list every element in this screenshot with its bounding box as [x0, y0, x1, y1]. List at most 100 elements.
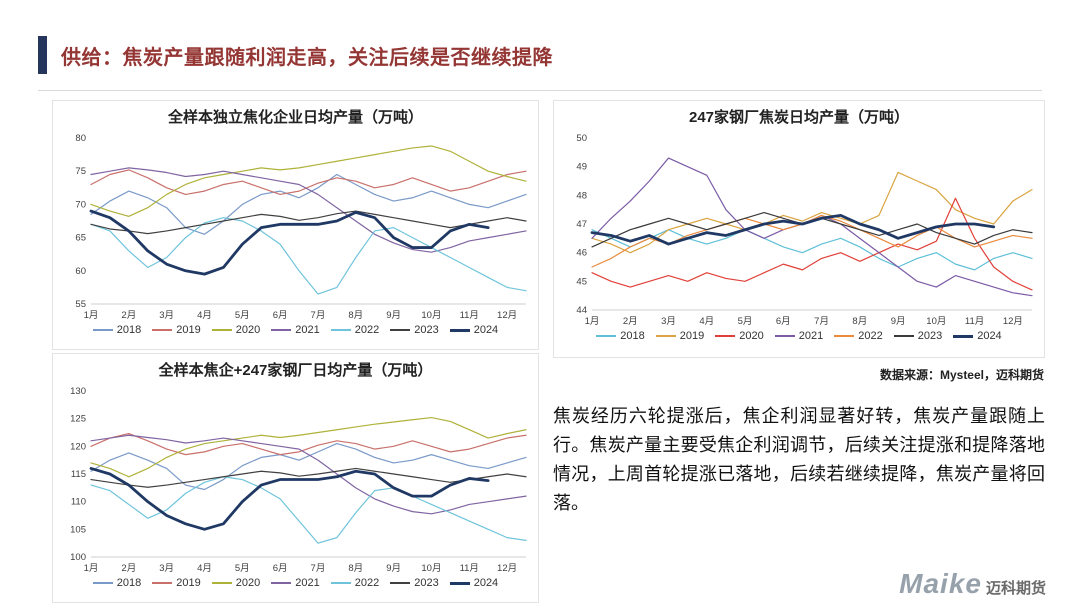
x-tick-label: 12月: [497, 310, 517, 321]
y-tick-label: 48: [576, 190, 587, 201]
data-source-note: 数据来源：Mysteel，迈科期货: [879, 368, 1044, 382]
y-tick-label: 44: [576, 305, 587, 316]
legend-label: 2024: [977, 330, 1002, 342]
legend-swatch: [152, 582, 173, 584]
commentary-text: 焦炭经历六轮提涨后，焦企利润显著好转，焦炭产量跟随上行。焦炭产量主要受焦企利润调…: [553, 406, 1045, 513]
legend-swatch: [152, 329, 173, 331]
y-tick-label: 80: [75, 133, 86, 144]
header-divider: [38, 90, 1042, 91]
x-tick-label: 9月: [386, 310, 401, 321]
legend-swatch: [330, 582, 351, 584]
chart-canvas: 44 45 46 47 48 49 50 1月 2月 3月 4月 5月 6月 7月 8月 9月 10月 11月 12…: [576, 133, 1033, 327]
y-tick-label: 115: [71, 469, 86, 480]
legend-label: 2020: [235, 577, 261, 589]
x-tick-label: 7月: [311, 310, 326, 321]
x-tick-label: 12月: [1003, 316, 1023, 327]
legend-item-2024: 2024: [449, 577, 499, 589]
series-line-2020: [591, 197, 1033, 291]
legend-label: 2019: [679, 330, 705, 342]
series-line-2020: [90, 416, 527, 478]
legend-label: 2018: [116, 577, 142, 589]
legend-item-2020: 2020: [211, 577, 261, 589]
legend-swatch: [330, 329, 351, 331]
legend-item-2019: 2019: [152, 577, 201, 589]
x-tick-label: 2月: [121, 563, 136, 574]
legend-swatch: [655, 335, 676, 337]
legend-label: 2021: [295, 324, 320, 336]
x-tick-label: 6月: [776, 316, 791, 327]
legend-label: 2020: [235, 324, 261, 336]
chart-panel-steel-mills: 247家钢厂焦炭日均产量（万吨） 44 45 46 47 48 49 50 1月 2月 3月 4月 5…: [553, 100, 1045, 358]
page-title: 供给：焦炭产量跟随利润走高，关注后续是否继续提降: [61, 46, 553, 69]
y-tick-label: 105: [70, 524, 86, 535]
x-tick-label: 4月: [699, 316, 714, 327]
y-tick-label: 49: [576, 162, 587, 173]
y-tick-label: 45: [576, 276, 587, 287]
legend-swatch: [211, 582, 232, 584]
legend-label: 2023: [414, 324, 439, 336]
series-line-2019: [591, 171, 1033, 254]
legend-item-2023: 2023: [390, 577, 439, 589]
legend-swatch: [715, 335, 736, 337]
x-tick-label: 5月: [235, 563, 250, 574]
legend-item-2018: 2018: [92, 324, 141, 336]
legend-item-2018: 2018: [596, 330, 645, 342]
chart-legend: 2018 2019 2020 2021 2022 2023 2024: [554, 330, 1044, 342]
series-line-2024: [89, 467, 490, 531]
legend-item-2020: 2020: [211, 324, 261, 336]
x-tick-label: 3月: [159, 310, 174, 321]
series-line-2023: [591, 211, 1033, 248]
legend-label: 2024: [473, 577, 499, 589]
x-tick-label: 1月: [84, 563, 99, 574]
x-tick-label: 3月: [159, 563, 174, 574]
chart-title: 全样本独立焦化企业日均产量（万吨）: [167, 109, 423, 126]
chart-panel-combined-output: 全样本焦企+247家钢厂日均产量（万吨） 100 105 110 115 120 125 1…: [52, 353, 539, 603]
x-tick-label: 4月: [197, 563, 212, 574]
series-line-2019: [90, 169, 527, 196]
chart-title: 全样本焦企+247家钢厂日均产量（万吨）: [158, 362, 433, 379]
legend-swatch: [92, 582, 113, 584]
legend-swatch: [211, 329, 232, 331]
legend-label: 2024: [473, 324, 499, 336]
x-tick-label: 1月: [585, 316, 600, 327]
legend-swatch: [834, 335, 855, 337]
x-tick-label: 8月: [348, 563, 363, 574]
legend-label: 2021: [295, 577, 320, 589]
x-tick-label: 6月: [273, 563, 288, 574]
legend-label: 2023: [414, 577, 439, 589]
legend-label: 2022: [858, 330, 883, 342]
legend-swatch: [449, 581, 470, 585]
chart-title: 247家钢厂焦炭日均产量（万吨）: [688, 109, 910, 126]
header: 供给：焦炭产量跟随利润走高，关注后续是否继续提降: [38, 36, 553, 74]
legend-item-2021: 2021: [271, 577, 320, 589]
series-line-2022: [90, 217, 527, 295]
legend-swatch: [596, 335, 617, 337]
x-tick-label: 6月: [273, 310, 288, 321]
y-tick-label: 65: [75, 233, 86, 244]
legend-item-2022: 2022: [834, 330, 883, 342]
legend-item-2024: 2024: [953, 330, 1002, 342]
legend-item-2023: 2023: [893, 330, 942, 342]
chart-legend: 2018 2019 2020 2021 2022 2023 2024: [53, 324, 538, 336]
series-line-2023: [90, 467, 527, 488]
legend-item-2021: 2021: [774, 330, 823, 342]
series-line-2021: [591, 157, 1033, 297]
x-tick-label: 11月: [965, 316, 984, 327]
y-tick-label: 60: [75, 266, 86, 277]
series-line-2021: [90, 434, 527, 515]
chart-canvas: 100 105 110 115 120 125 130 1月 2月 3月 4月 5月 6月 7月 8月 9月 1…: [70, 386, 527, 574]
x-tick-label: 9月: [386, 563, 401, 574]
legend-swatch: [271, 329, 292, 331]
series-line-2020: [90, 145, 527, 217]
company-logo: Maike 迈科期货: [899, 568, 1046, 600]
series-line-2024: [89, 209, 490, 276]
y-tick-label: 75: [75, 166, 86, 177]
y-tick-label: 100: [70, 552, 86, 563]
series-line-2019: [90, 433, 527, 456]
legend-swatch: [390, 582, 411, 584]
y-tick-label: 130: [70, 386, 86, 397]
legend-item-2022: 2022: [330, 324, 379, 336]
x-tick-label: 4月: [197, 310, 212, 321]
x-tick-label: 5月: [235, 310, 250, 321]
